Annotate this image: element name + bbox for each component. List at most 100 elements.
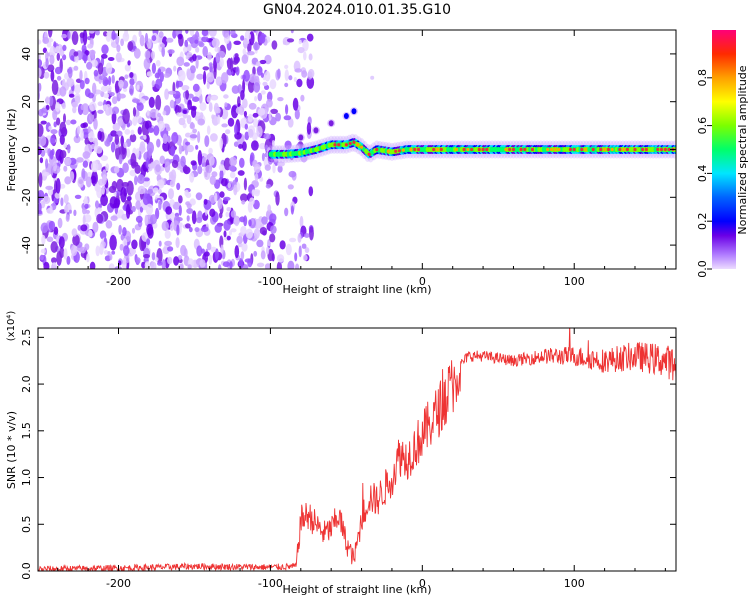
spectrogram-noise-blob — [158, 240, 162, 247]
spectrogram-noise-blob — [269, 213, 277, 223]
spectrogram-noise-blob — [169, 199, 175, 206]
spectrogram-noise-blob — [282, 40, 287, 45]
spectrogram-noise-blob — [168, 188, 174, 200]
spectrogram-noise-blob — [253, 228, 260, 239]
trace-core — [557, 147, 561, 152]
spectrogram-noise-blob — [176, 56, 185, 67]
spectrogram-noise-blob — [194, 227, 200, 233]
spectrogram-noise-blob — [206, 125, 211, 135]
spectrogram-noise-blob — [112, 123, 121, 131]
snr-y-tick-label: 0.5 — [20, 516, 33, 534]
spectrogram-noise-blob — [164, 88, 170, 100]
trace-core — [409, 147, 413, 152]
spectrogram-noise-blob — [211, 171, 218, 178]
trace-core — [603, 147, 607, 152]
spectrogram-noise-blob — [124, 30, 128, 38]
spectrogram-noise-blob — [111, 30, 116, 41]
spectrogram-noise-blob — [269, 79, 277, 90]
trace-core — [432, 147, 436, 152]
spectrogram-noise-blob — [68, 66, 73, 79]
spectrogram-noise-blob — [111, 180, 118, 191]
spectrogram-noise-blob — [234, 245, 240, 259]
spectrogram-noise-blob — [132, 116, 138, 126]
spectrogram-noise-blob — [239, 157, 245, 168]
spectrogram-noise-blob — [74, 84, 81, 94]
spectrogram-noise-blob — [157, 188, 162, 195]
spectrogram-noise-blob — [264, 84, 270, 90]
spectrogram-noise-blob — [65, 214, 70, 222]
spectrogram-noise-blob — [158, 31, 164, 39]
spectrogram-noise-blob — [264, 263, 271, 269]
spectrogram-noise-blob — [100, 155, 109, 162]
spectrogram-noise-blob — [217, 198, 223, 210]
spectrogram-noise-blob — [49, 150, 54, 160]
spectrogram-noise-blob — [304, 233, 310, 238]
spectrogram-noise-blob — [221, 72, 229, 84]
spectrogram-noise-blob — [257, 108, 266, 116]
spectrogram-noise-blob — [260, 90, 266, 95]
spectrogram-noise-blob — [276, 261, 282, 269]
spectrogram-noise-blob — [136, 115, 143, 124]
spectrogram-noise-blob — [45, 58, 49, 68]
spectrogram-noise-blob — [143, 134, 147, 140]
spectrogram-noise-blob — [118, 93, 126, 99]
trace-core — [663, 147, 667, 152]
spectrogram-noise-blob — [219, 137, 223, 150]
spectrogram-noise-blob — [135, 148, 140, 159]
spectrogram-noise-blob — [254, 172, 259, 182]
spectrogram-noise-blob — [137, 185, 146, 195]
spectrogram-noise-blob — [256, 262, 265, 268]
spectrogram-noise-blob — [210, 133, 218, 142]
spectrogram-noise-blob — [178, 205, 182, 216]
spectrogram-noise-blob — [162, 110, 167, 116]
spectrogram-noise-blob — [288, 75, 293, 81]
spectrogram-noise-blob — [80, 129, 84, 141]
spectrogram-noise-blob — [252, 112, 259, 118]
spectrogram-noise-blob — [284, 64, 289, 69]
spectrogram-noise-blob — [207, 52, 212, 61]
spectrogram-noise-blob — [253, 199, 260, 210]
spectrogram-noise-blob — [294, 68, 303, 73]
spectrogram-noise-blob — [223, 219, 231, 231]
spectrogram-noise-blob — [176, 112, 183, 117]
spectrogram-noise-blob — [130, 129, 135, 136]
spectrogram-noise-blob — [275, 191, 280, 206]
spectrogram-noise-blob — [244, 123, 248, 130]
spectrogram-noise-blob — [151, 62, 156, 74]
spectrogram-noise-blob — [76, 157, 84, 163]
snr-x-axis-label: Height of straight line (km) — [282, 583, 431, 596]
spectrogram-noise-blob — [168, 171, 174, 178]
spectrogram-noise-blob — [176, 224, 180, 236]
spectrogram-noise-blob — [111, 74, 115, 84]
trace-core — [523, 147, 527, 152]
spectrogram-noise-blob — [303, 51, 307, 61]
spectrogram-noise-blob — [153, 125, 160, 136]
spectrogram-noise-blob — [47, 30, 53, 38]
spectrogram-noise-blob — [122, 108, 130, 125]
spectrogram-noise-blob — [82, 30, 88, 46]
trace-core — [618, 147, 622, 152]
spectrogram-noise-blob — [92, 221, 99, 233]
spectrogram-noise-blob — [208, 62, 213, 67]
spectrogram-noise-blob — [74, 194, 82, 199]
spectrogram-noise-blob — [151, 252, 156, 261]
spectrogram-x-tick-label: -100 — [258, 275, 283, 288]
spectrogram-noise-blob — [241, 200, 246, 205]
trace-core — [599, 147, 603, 152]
spectrogram-noise-blob — [46, 236, 54, 243]
spectrogram-noise-blob — [70, 244, 78, 257]
spectrogram-noise-blob — [187, 264, 192, 269]
spectrogram-noise-blob — [99, 230, 107, 240]
spectrogram-noise-blob — [111, 250, 116, 255]
spectrogram-branch — [296, 107, 358, 142]
spectrogram-noise-blob — [277, 161, 285, 167]
spectrogram-noise-blob — [56, 117, 61, 126]
spectrogram-noise-blob — [42, 196, 51, 204]
spectrogram-noise-blob — [171, 159, 179, 169]
spectrogram-noise-blob — [249, 197, 255, 206]
trace-core — [633, 147, 637, 152]
spectrogram-noise-blob — [84, 203, 89, 209]
spectrogram-noise-blob — [82, 128, 90, 135]
spectrogram-noise-blob — [144, 214, 148, 225]
spectrogram-noise-blob — [45, 158, 49, 169]
